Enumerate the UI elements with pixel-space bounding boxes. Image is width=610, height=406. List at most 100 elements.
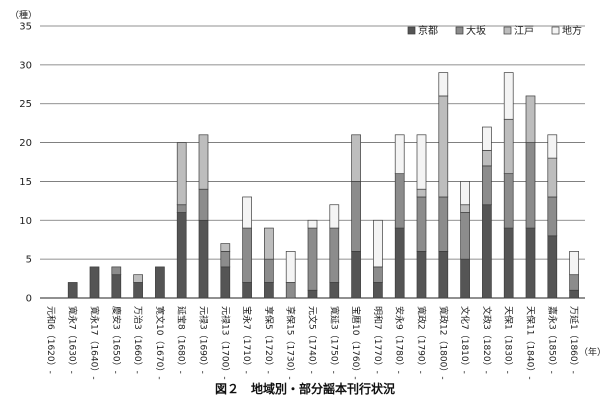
- x-tick-label: 文化7（1810）-: [459, 306, 471, 374]
- bar-segment: [482, 126, 492, 151]
- x-tick-label: 寛永17（1640）-: [89, 306, 101, 380]
- grid-layer: [40, 25, 585, 299]
- x-tick-label: 文政3（1820）-: [481, 306, 493, 374]
- bar-segment: [329, 204, 340, 229]
- bar-segment: [351, 251, 361, 299]
- bar-segment: [547, 134, 558, 159]
- bar-segment: [525, 95, 536, 143]
- bar-segment: [307, 289, 318, 299]
- bar-segment: [351, 181, 361, 252]
- legend-swatch: [455, 26, 464, 35]
- bar-segment: [416, 251, 427, 299]
- bar-segment: [176, 212, 187, 299]
- bar-segment: [460, 181, 470, 206]
- bar-segment: [503, 118, 514, 175]
- bar-segment: [264, 282, 274, 299]
- bar-segment: [438, 196, 449, 252]
- bar-segment: [133, 282, 143, 299]
- y-tick-label: 0: [26, 294, 32, 305]
- legend: 京都 大坂 江戸 地方: [407, 24, 582, 37]
- y-axis-unit-label: （種）: [10, 10, 37, 21]
- bar-segment: [482, 165, 492, 206]
- legend-swatch: [407, 26, 416, 35]
- bar-segment: [416, 188, 427, 198]
- bar-segment: [460, 204, 470, 213]
- legend-swatch: [503, 26, 512, 35]
- bar-segment: [285, 251, 296, 283]
- bar-segment: [373, 219, 383, 268]
- x-tick-label: 嘉永3（1850）-: [546, 306, 558, 374]
- bar-segment: [373, 266, 383, 283]
- bar-segment: [416, 134, 427, 190]
- x-axis-unit-label: （年）: [579, 346, 606, 358]
- x-tick-label: 宝永7（1710）-: [241, 306, 253, 374]
- x-tick-label: 寛文10（1670）-: [154, 306, 166, 380]
- x-tick-label: 享保5（1720）-: [263, 306, 275, 374]
- bar-segment: [547, 196, 558, 237]
- x-tick-label: 寛政12（1800）-: [437, 306, 449, 380]
- bar-segment: [220, 266, 231, 299]
- bar-segment: [242, 282, 252, 299]
- legend-label: 大坂: [466, 24, 486, 37]
- bar-segment: [394, 173, 405, 229]
- bar-segment: [198, 134, 209, 190]
- bar-segment: [264, 227, 274, 260]
- legend-label: 京都: [418, 24, 438, 37]
- bar-segment: [264, 258, 274, 283]
- bar-segment: [176, 204, 187, 213]
- bar-segment: [155, 266, 165, 299]
- bar-segment: [503, 173, 514, 229]
- bar-segment: [329, 282, 340, 299]
- bar-segment: [394, 134, 405, 175]
- bar-segment: [307, 219, 318, 229]
- bar-segment: [569, 274, 579, 291]
- bar-segment: [220, 251, 231, 268]
- bar-segment: [547, 235, 558, 299]
- bar-segment: [438, 72, 449, 97]
- bar-segment: [482, 204, 492, 299]
- bar-segment: [133, 274, 143, 283]
- y-tick-label: 5: [26, 255, 32, 266]
- bar-segment: [438, 95, 449, 198]
- legend-label: 地方: [562, 24, 582, 37]
- bar-segment: [67, 282, 78, 299]
- x-tick-label: 延宝8（1680）-: [176, 306, 188, 374]
- x-tick-label: 享保15（1730）-: [285, 306, 297, 380]
- x-tick-label: 天保11（1840）-: [525, 306, 537, 380]
- y-tick-label: 10: [19, 216, 32, 227]
- bar-segment: [242, 196, 252, 229]
- figure-caption: 図２ 地域別・部分謡本刊行状況: [215, 381, 395, 396]
- x-tick-label: 元禄3（1690）-: [198, 306, 210, 374]
- legend-label: 江戸: [514, 25, 534, 37]
- bar-segment: [111, 266, 122, 276]
- bar-layer: [67, 72, 579, 299]
- bar-segment: [373, 282, 383, 299]
- bar-segment: [460, 212, 470, 260]
- x-tick-label: 元文5（1740）-: [307, 306, 319, 374]
- bar-segment: [285, 282, 296, 299]
- bar-segment: [503, 72, 514, 120]
- x-tick-label: 明和7（1770）-: [372, 306, 383, 374]
- bar-segment: [394, 227, 405, 299]
- bar-segment: [176, 142, 187, 206]
- x-tick-label: 万延1（1860）-: [568, 306, 580, 374]
- bar-segment: [525, 227, 536, 299]
- x-tick-label: 万治3（1660）-: [132, 306, 144, 374]
- y-tick-label: 15: [19, 177, 32, 188]
- bar-segment: [329, 227, 340, 283]
- bar-segment: [198, 188, 209, 221]
- bar-segment: [460, 258, 470, 299]
- x-tick-label: 寛政2（1790）-: [416, 306, 428, 374]
- bar-segment: [525, 142, 536, 229]
- bar-segment: [482, 149, 492, 167]
- bar-segment: [220, 243, 231, 252]
- x-tick-label: 元禄13（1700）-: [219, 306, 231, 380]
- x-tick-label: 安永9（1780）-: [394, 306, 406, 374]
- x-tick-label: 天保1（1830）-: [503, 306, 515, 374]
- bar-segment: [111, 274, 122, 299]
- y-tick-label: 35: [19, 22, 32, 33]
- y-tick-label: 30: [19, 60, 32, 71]
- x-tick-label: 寛延3（1750）-: [328, 306, 340, 374]
- axis-layer: 0 5 10 15 20 25 30 35 元和6（1620）- 寛永7（1630）- 寛永17（1…: [19, 22, 580, 380]
